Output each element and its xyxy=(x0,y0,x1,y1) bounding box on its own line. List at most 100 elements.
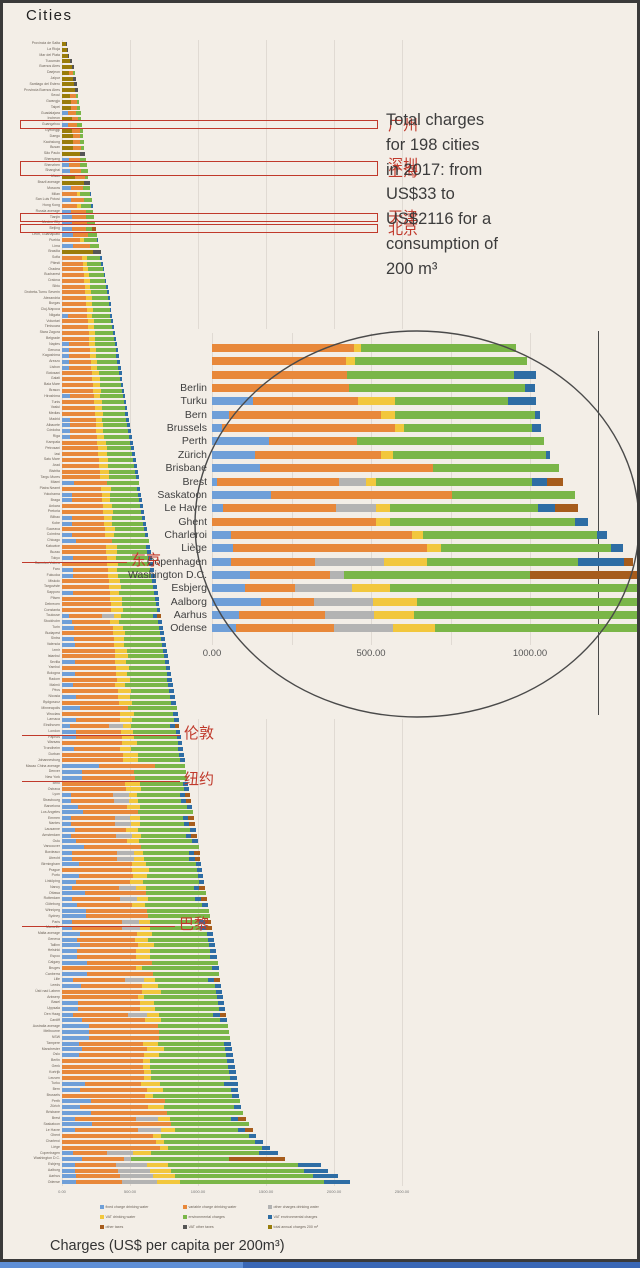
bar-segment xyxy=(147,550,151,555)
city-label: Sofia xyxy=(52,255,60,260)
bar-segment xyxy=(144,995,217,1000)
bar-segment xyxy=(62,654,116,659)
bar-segment xyxy=(122,602,156,607)
bar-segment xyxy=(62,718,76,722)
bar-segment xyxy=(112,510,141,514)
bar-segment xyxy=(68,348,90,353)
city-label: Warsaw xyxy=(47,740,60,745)
bar-segment xyxy=(158,1041,225,1046)
city-label: London xyxy=(48,728,60,733)
bar-segment xyxy=(62,1151,73,1156)
video-progress-bar[interactable] xyxy=(0,1262,640,1268)
city-label: Basel xyxy=(51,1000,60,1005)
bar-segment xyxy=(123,637,162,642)
bar-segment xyxy=(161,642,167,647)
bar-segment xyxy=(261,1145,271,1150)
bar-segment xyxy=(62,1128,76,1133)
bar-row xyxy=(62,706,177,711)
bar-segment xyxy=(87,261,102,266)
bar-segment xyxy=(100,388,122,393)
bar-segment xyxy=(224,1041,231,1046)
bar-segment xyxy=(62,879,77,884)
city-label: Aalborg xyxy=(47,1167,60,1172)
bar-segment xyxy=(121,926,140,930)
city-label: Linköping xyxy=(45,879,60,884)
city-label: Charleroi xyxy=(45,1139,60,1144)
inset-bar-segment xyxy=(212,570,251,579)
bar-segment xyxy=(112,504,141,509)
bar-segment xyxy=(119,371,122,376)
bar-segment xyxy=(62,689,118,694)
inset-bar-row xyxy=(212,357,527,366)
bar-segment xyxy=(67,53,70,58)
bar-segment xyxy=(62,440,98,445)
city-label: Cluj-Napoca xyxy=(40,307,60,312)
bar-segment xyxy=(130,440,133,445)
bar-segment xyxy=(62,995,138,1000)
bar-segment xyxy=(62,336,89,341)
inset-bar-segment xyxy=(374,611,414,619)
bar-row xyxy=(62,856,201,861)
bar-segment xyxy=(62,330,89,335)
bar-segment xyxy=(62,671,76,676)
inset-bar-segment xyxy=(235,624,335,633)
inset-bar-segment xyxy=(413,611,640,619)
bar-segment xyxy=(140,1006,155,1011)
city-label: Istanbul xyxy=(47,653,60,658)
bar-row xyxy=(62,596,159,601)
bar-segment xyxy=(133,729,176,734)
inset-bar-segment xyxy=(212,424,222,433)
inset-bar-segment xyxy=(212,384,349,393)
bar-segment xyxy=(109,307,112,312)
bar-row xyxy=(62,1024,229,1029)
bar-segment xyxy=(143,1070,151,1075)
bar-segment xyxy=(161,1134,249,1138)
inset-bar-segment xyxy=(212,504,224,513)
bar-row xyxy=(62,619,163,624)
bar-segment xyxy=(76,122,82,127)
bar-segment xyxy=(74,746,121,751)
bar-segment xyxy=(91,226,96,231)
bar-segment xyxy=(77,949,136,954)
bar-row xyxy=(62,1110,244,1115)
bar-segment xyxy=(62,469,100,474)
bar-segment xyxy=(115,666,129,670)
bar-segment xyxy=(77,105,80,110)
bar-row xyxy=(62,510,145,514)
bar-segment xyxy=(170,1116,232,1121)
bar-segment xyxy=(149,562,153,566)
bar-segment xyxy=(62,972,88,977)
bar-segment xyxy=(127,671,167,676)
bar-segment xyxy=(71,850,117,855)
bar-segment xyxy=(110,602,123,607)
bar-segment xyxy=(120,897,138,902)
bar-segment xyxy=(206,931,213,936)
bar-segment xyxy=(209,949,216,954)
bar-segment xyxy=(62,538,76,543)
city-label: Aarhus xyxy=(48,1173,60,1178)
bar-segment xyxy=(62,694,76,699)
bar-segment xyxy=(62,822,72,826)
bar-row xyxy=(62,822,195,826)
bar-segment xyxy=(62,723,71,728)
bar-segment xyxy=(135,949,150,954)
bar-segment xyxy=(124,406,128,410)
bar-segment xyxy=(148,1105,165,1110)
bar-segment xyxy=(62,1001,79,1006)
bar-segment xyxy=(157,1116,171,1121)
bar-segment xyxy=(82,1047,147,1052)
bar-segment xyxy=(100,475,110,480)
bar-segment xyxy=(74,637,114,642)
bar-row xyxy=(62,1180,350,1185)
city-label: San Luis Potosí xyxy=(35,197,60,202)
bar-segment xyxy=(68,342,90,347)
bar-segment xyxy=(109,492,139,497)
bar-segment xyxy=(62,1105,80,1110)
bar-segment xyxy=(94,342,115,347)
city-label: Baia Mare xyxy=(44,382,60,387)
bar-segment xyxy=(62,82,74,87)
bar-row xyxy=(62,689,174,694)
bar-segment xyxy=(95,411,103,416)
bar-segment xyxy=(94,406,103,410)
bar-segment xyxy=(220,1018,228,1023)
